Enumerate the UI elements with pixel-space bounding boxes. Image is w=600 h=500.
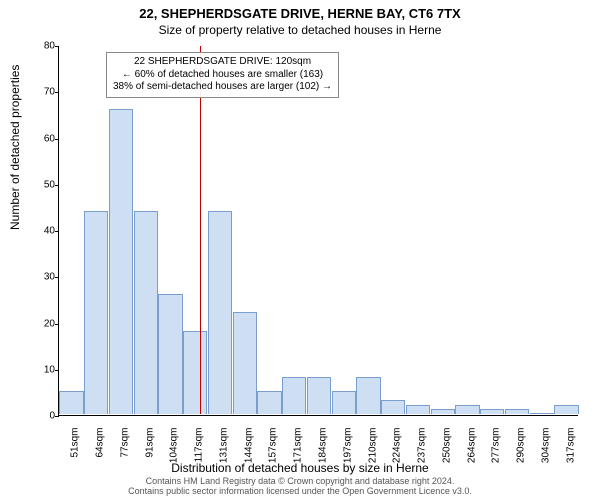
histogram-bar bbox=[233, 312, 257, 414]
y-tick-mark bbox=[55, 370, 59, 371]
x-axis-label: Distribution of detached houses by size … bbox=[0, 461, 600, 475]
y-tick-label: 20 bbox=[29, 318, 55, 329]
chart-title-1: 22, SHEPHERDSGATE DRIVE, HERNE BAY, CT6 … bbox=[0, 0, 600, 21]
plot-area-wrapper: 0102030405060708051sqm64sqm77sqm91sqm104… bbox=[58, 46, 578, 416]
y-tick-label: 0 bbox=[29, 411, 55, 422]
histogram-bar bbox=[406, 405, 430, 414]
histogram-bar bbox=[431, 409, 455, 414]
histogram-bar bbox=[554, 405, 578, 414]
y-tick-mark bbox=[55, 416, 59, 417]
y-tick-mark bbox=[55, 277, 59, 278]
y-tick-label: 30 bbox=[29, 272, 55, 283]
histogram-bar bbox=[480, 409, 504, 414]
annotation-line-1: 22 SHEPHERDSGATE DRIVE: 120sqm bbox=[113, 56, 332, 69]
histogram-bar bbox=[282, 377, 306, 414]
y-tick-label: 50 bbox=[29, 179, 55, 190]
y-tick-label: 40 bbox=[29, 226, 55, 237]
histogram-bar bbox=[381, 400, 405, 414]
y-tick-mark bbox=[55, 185, 59, 186]
histogram-bar bbox=[505, 409, 529, 414]
footer-line-1: Contains HM Land Registry data © Crown c… bbox=[0, 476, 600, 486]
footer: Contains HM Land Registry data © Crown c… bbox=[0, 476, 600, 496]
annotation-line-3: 38% of semi-detached houses are larger (… bbox=[113, 81, 332, 94]
reference-vline bbox=[200, 46, 201, 414]
histogram-bar bbox=[183, 331, 207, 414]
y-tick-mark bbox=[55, 92, 59, 93]
y-tick-mark bbox=[55, 139, 59, 140]
histogram-bar bbox=[158, 294, 182, 414]
y-tick-label: 10 bbox=[29, 364, 55, 375]
histogram-bar bbox=[530, 413, 554, 414]
chart-container: 22, SHEPHERDSGATE DRIVE, HERNE BAY, CT6 … bbox=[0, 0, 600, 500]
annotation-box: 22 SHEPHERDSGATE DRIVE: 120sqm ← 60% of … bbox=[106, 52, 339, 98]
chart-title-2: Size of property relative to detached ho… bbox=[0, 21, 600, 37]
histogram-bar bbox=[59, 391, 83, 414]
y-tick-label: 80 bbox=[29, 41, 55, 52]
histogram-bar bbox=[307, 377, 331, 414]
y-tick-mark bbox=[55, 231, 59, 232]
histogram-bar bbox=[332, 391, 356, 414]
histogram-bar bbox=[455, 405, 479, 414]
histogram-bar bbox=[356, 377, 380, 414]
histogram-bar bbox=[208, 211, 232, 415]
y-tick-label: 70 bbox=[29, 87, 55, 98]
histogram-bar bbox=[109, 109, 133, 414]
histogram-bar bbox=[134, 211, 158, 415]
y-tick-mark bbox=[55, 46, 59, 47]
histogram-bar bbox=[84, 211, 108, 415]
annotation-line-2: ← 60% of detached houses are smaller (16… bbox=[113, 69, 332, 82]
plot-area: 0102030405060708051sqm64sqm77sqm91sqm104… bbox=[58, 46, 578, 416]
y-tick-mark bbox=[55, 324, 59, 325]
footer-line-2: Contains public sector information licen… bbox=[0, 486, 600, 496]
y-tick-label: 60 bbox=[29, 133, 55, 144]
y-axis-label: Number of detached properties bbox=[8, 65, 22, 230]
histogram-bar bbox=[257, 391, 281, 414]
